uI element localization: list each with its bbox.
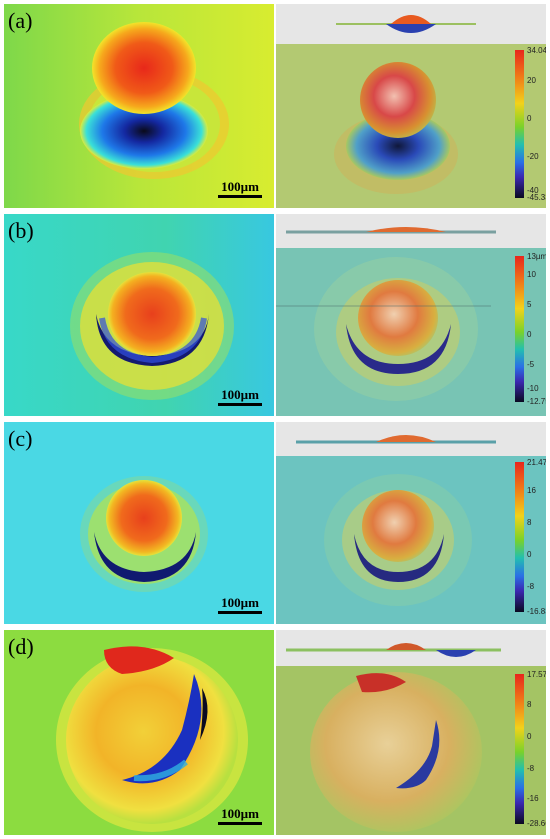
colorbar-max: 17.573µm — [527, 670, 546, 679]
colorbar-tick: -8 — [527, 582, 535, 591]
colorbar-tick: 20 — [527, 76, 536, 85]
colorbar-tick: 8 — [527, 518, 532, 527]
profile-strip-a — [276, 4, 546, 44]
panel-label: (d) — [8, 634, 34, 659]
colorbar-tick: -16 — [527, 794, 539, 803]
scale-bar-line — [218, 822, 262, 825]
colorbar-min: -12.754 — [527, 397, 546, 406]
colorbar-d: 17.573µm 8 0 -8 -16 -28.662 — [515, 670, 546, 828]
colorbar-tick: -5 — [527, 360, 535, 369]
colorbar-tick: -20 — [527, 152, 539, 161]
colorbar-tick: 10 — [527, 270, 536, 279]
panel-label: (a) — [8, 8, 33, 33]
panel-d: (d) 100µm — [4, 630, 546, 835]
colorbar-tick: 0 — [527, 732, 532, 741]
colorbar-tick: 0 — [527, 330, 532, 339]
scale-bar-line — [218, 403, 262, 406]
panel-a: (a) 100µm — [4, 4, 546, 208]
panel-c: (c) 100µm — [4, 422, 546, 624]
3d-surface-b: 13µm 10 5 0 -5 -10 -12.754 — [276, 214, 546, 416]
colorbar-tick: 0 — [527, 114, 532, 123]
colorbar-c: 21.472µm 16 8 0 -8 -16.831 — [515, 458, 546, 616]
panel-label: (b) — [8, 218, 34, 243]
colorbar-max: 34.046µm — [527, 46, 546, 55]
scale-bar: 100µm — [218, 596, 262, 614]
colorbar-min: -45.337 — [527, 193, 546, 202]
colorbar-max: 21.472µm — [527, 458, 546, 467]
scale-bar-label: 100µm — [221, 387, 259, 402]
colorbar-min: -16.831 — [527, 607, 546, 616]
panel-label: (c) — [8, 426, 33, 451]
colorbar-tick: -8 — [527, 764, 535, 773]
colorbar-max: 13µm — [527, 252, 546, 261]
height-map-a: (a) 100µm — [4, 4, 274, 208]
colorbar-tick: 0 — [527, 550, 532, 559]
scale-bar-label: 100µm — [221, 595, 259, 610]
scale-bar: 100µm — [218, 807, 262, 825]
scale-bar: 100µm — [218, 180, 262, 198]
scale-bar-label: 100µm — [221, 806, 259, 821]
3d-surface-c: 21.472µm 16 8 0 -8 -16.831 — [276, 422, 546, 624]
scale-bar-line — [218, 195, 262, 198]
panel-b: (b) 100µm — [4, 214, 546, 416]
colorbar-tick: -40 — [527, 186, 539, 195]
scale-bar-line — [218, 611, 262, 614]
colorbar-min: -28.662 — [527, 819, 546, 828]
colorbar-tick: 16 — [527, 486, 536, 495]
colorbar-b: 13µm 10 5 0 -5 -10 -12.754 — [515, 252, 546, 406]
3d-surface-d: 17.573µm 8 0 -8 -16 -28.662 — [276, 630, 546, 835]
scale-bar: 100µm — [218, 388, 262, 406]
colorbar-tick: 8 — [527, 700, 532, 709]
height-map-c: (c) 100µm — [4, 422, 274, 624]
colorbar-tick: -10 — [527, 384, 539, 393]
colorbar-a: 34.046µm 20 0 -20 -40 -45.337 — [515, 46, 546, 202]
height-map-d: (d) 100µm — [4, 630, 274, 835]
scale-bar-label: 100µm — [221, 179, 259, 194]
3d-surface-a: 34.046µm 20 0 -20 -40 -45.337 — [276, 4, 546, 208]
colorbar-tick: 5 — [527, 300, 532, 309]
height-map-b: (b) 100µm — [4, 214, 274, 416]
